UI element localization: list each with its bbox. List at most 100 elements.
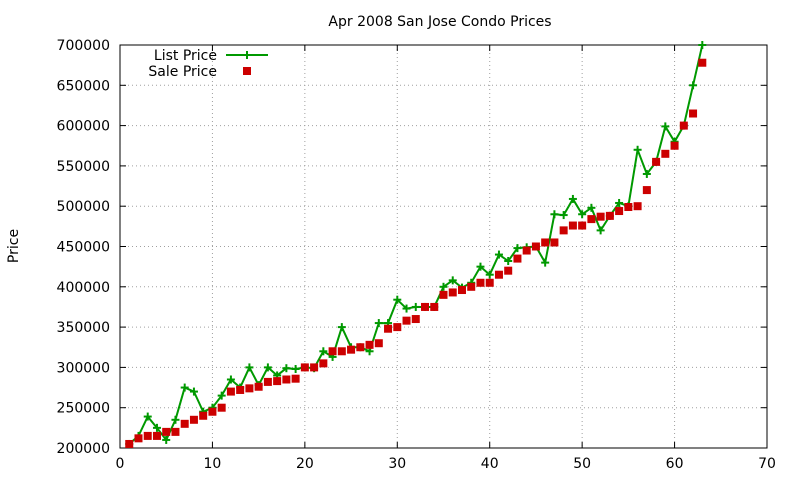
data-point-list-price bbox=[411, 302, 420, 311]
data-point-sale-price bbox=[605, 211, 614, 220]
data-point-list-price bbox=[559, 211, 568, 220]
data-point-list-price bbox=[263, 363, 272, 372]
axis-ticks: 0 10 20 30 40 50 60 70 200000 250000 300000 350000 4… bbox=[57, 38, 776, 472]
data-point-sale-price bbox=[171, 427, 180, 436]
y-axis-label: Price bbox=[6, 229, 22, 263]
y-tick-label: 300000 bbox=[57, 360, 110, 376]
data-point-list-price bbox=[541, 258, 550, 267]
data-point-sale-price bbox=[411, 315, 420, 324]
data-point-sale-price bbox=[698, 58, 707, 67]
y-tick-label: 600000 bbox=[57, 119, 110, 135]
y-tick-label: 700000 bbox=[57, 38, 110, 54]
x-tick-label: 0 bbox=[116, 456, 125, 472]
data-point-list-price bbox=[171, 415, 180, 424]
data-point-sale-price bbox=[217, 403, 226, 412]
chart-title: Apr 2008 San Jose Condo Prices bbox=[328, 14, 551, 30]
data-point-list-price bbox=[596, 226, 605, 235]
data-point-sale-price bbox=[587, 215, 596, 224]
data-point-list-price bbox=[661, 122, 670, 131]
data-point-sale-price bbox=[661, 149, 670, 158]
data-point-list-price bbox=[578, 210, 587, 219]
data-point-sale-price bbox=[689, 109, 698, 118]
data-point-list-price bbox=[642, 169, 651, 178]
data-point-list-price bbox=[615, 198, 624, 207]
y-tick-label: 350000 bbox=[57, 320, 110, 336]
data-point-list-price bbox=[494, 250, 503, 259]
data-point-list-price bbox=[689, 81, 698, 90]
data-point-list-price bbox=[189, 387, 198, 396]
data-point-list-price bbox=[485, 270, 494, 279]
data-point-sale-price bbox=[393, 323, 402, 332]
data-point-list-price bbox=[374, 319, 383, 328]
data-point-sale-price bbox=[476, 278, 485, 287]
data-point-sale-price bbox=[273, 377, 282, 386]
data-point-sale-price bbox=[624, 203, 633, 212]
data-point-sale-price bbox=[189, 415, 198, 424]
data-point-sale-price bbox=[180, 419, 189, 428]
y-tick-label: 500000 bbox=[57, 199, 110, 215]
data-point-list-price bbox=[587, 203, 596, 212]
data-point-sale-price bbox=[152, 431, 161, 440]
y-tick-label: 250000 bbox=[57, 401, 110, 417]
data-point-list-price bbox=[393, 295, 402, 304]
data-point-sale-price bbox=[208, 407, 217, 416]
x-tick-label: 20 bbox=[296, 456, 314, 472]
data-point-sale-price bbox=[485, 278, 494, 287]
data-point-sale-price bbox=[457, 286, 466, 295]
data-point-sale-price bbox=[337, 347, 346, 356]
data-point-sale-price bbox=[467, 282, 476, 291]
data-point-sale-price bbox=[504, 266, 513, 275]
x-tick-label: 70 bbox=[758, 456, 776, 472]
plot-frame bbox=[119, 44, 768, 449]
y-tick-label: 450000 bbox=[57, 240, 110, 256]
data-point-list-price bbox=[633, 145, 642, 154]
data-point-sale-price bbox=[226, 387, 235, 396]
data-point-sale-price bbox=[615, 207, 624, 216]
data-point-list-price bbox=[698, 41, 707, 49]
data-point-list-price bbox=[319, 347, 328, 356]
data-point-sale-price bbox=[421, 302, 430, 311]
data-point-list-price bbox=[282, 364, 291, 373]
data-point-sale-price bbox=[559, 226, 568, 235]
data-point-sale-price bbox=[254, 382, 263, 391]
data-point-sale-price bbox=[245, 384, 254, 393]
data-point-sale-price bbox=[596, 212, 605, 221]
data-point-sale-price bbox=[670, 141, 679, 150]
data-point-sale-price bbox=[531, 242, 540, 251]
y-tick-label: 200000 bbox=[57, 441, 110, 457]
x-tick-label: 50 bbox=[573, 456, 591, 472]
data-point-list-price bbox=[568, 194, 577, 203]
data-point-sale-price bbox=[134, 434, 143, 443]
legend-label-sale-price: Sale Price bbox=[148, 64, 217, 80]
data-point-sale-price bbox=[550, 238, 559, 247]
data-point-list-price bbox=[476, 262, 485, 271]
data-point-sale-price bbox=[143, 431, 152, 440]
legend-marker-list-price bbox=[243, 51, 251, 59]
series-line-list-price bbox=[128, 44, 704, 445]
data-point-sale-price bbox=[347, 345, 356, 354]
data-point-sale-price bbox=[356, 343, 365, 352]
data-point-sale-price bbox=[162, 427, 171, 436]
data-point-list-price bbox=[504, 257, 513, 266]
data-point-sale-price bbox=[384, 324, 393, 333]
data-point-sale-price bbox=[652, 157, 661, 166]
data-point-sale-price bbox=[291, 374, 300, 383]
data-point-sale-price bbox=[236, 385, 245, 394]
data-point-sale-price bbox=[125, 439, 134, 448]
data-point-list-price bbox=[402, 304, 411, 313]
legend-label-list-price: List Price bbox=[154, 48, 217, 64]
data-point-sale-price bbox=[448, 288, 457, 297]
data-point-list-price bbox=[439, 282, 448, 291]
data-point-list-price bbox=[217, 391, 226, 400]
data-point-sale-price bbox=[642, 186, 651, 195]
data-point-list-price bbox=[162, 435, 171, 444]
data-point-list-price bbox=[513, 244, 522, 253]
y-tick-label: 650000 bbox=[57, 78, 110, 94]
x-tick-label: 40 bbox=[481, 456, 499, 472]
x-tick-label: 30 bbox=[388, 456, 406, 472]
data-point-sale-price bbox=[319, 359, 328, 368]
legend: List Price Sale Price bbox=[148, 48, 268, 80]
data-point-sale-price bbox=[522, 246, 531, 255]
data-point-sale-price bbox=[513, 254, 522, 263]
